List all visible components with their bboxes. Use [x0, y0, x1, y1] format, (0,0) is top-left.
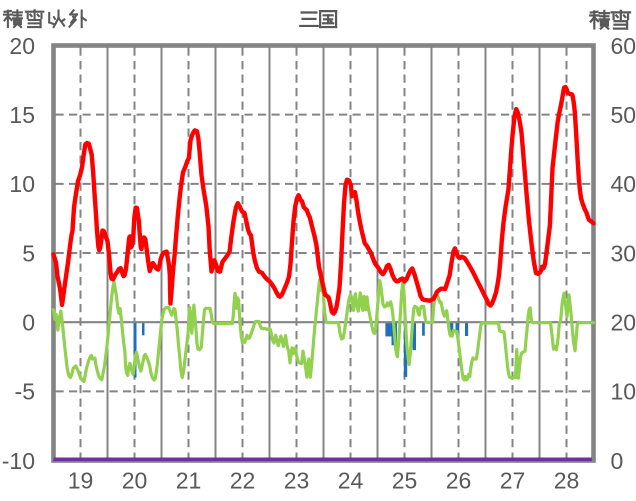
svg-text:0: 0 — [611, 448, 624, 474]
svg-text:26: 26 — [446, 467, 472, 493]
svg-text:50: 50 — [611, 102, 636, 128]
svg-text:-10: -10 — [2, 448, 35, 474]
svg-text:27: 27 — [500, 467, 526, 493]
svg-text:23: 23 — [284, 467, 310, 493]
svg-text:40: 40 — [611, 171, 636, 197]
svg-text:19: 19 — [68, 467, 94, 493]
svg-text:21: 21 — [176, 467, 202, 493]
svg-text:20: 20 — [122, 467, 148, 493]
svg-text:20: 20 — [9, 33, 35, 59]
svg-text:25: 25 — [392, 467, 418, 493]
svg-text:5: 5 — [22, 240, 35, 266]
svg-text:60: 60 — [611, 33, 636, 59]
svg-text:-5: -5 — [15, 379, 35, 405]
svg-text:20: 20 — [611, 310, 636, 336]
svg-text:10: 10 — [611, 379, 636, 405]
svg-text:30: 30 — [611, 240, 636, 266]
svg-text:10: 10 — [9, 171, 35, 197]
svg-text:0: 0 — [22, 310, 35, 336]
svg-text:24: 24 — [338, 467, 364, 493]
svg-text:28: 28 — [554, 467, 580, 493]
svg-text:22: 22 — [230, 467, 256, 493]
svg-text:15: 15 — [9, 102, 35, 128]
